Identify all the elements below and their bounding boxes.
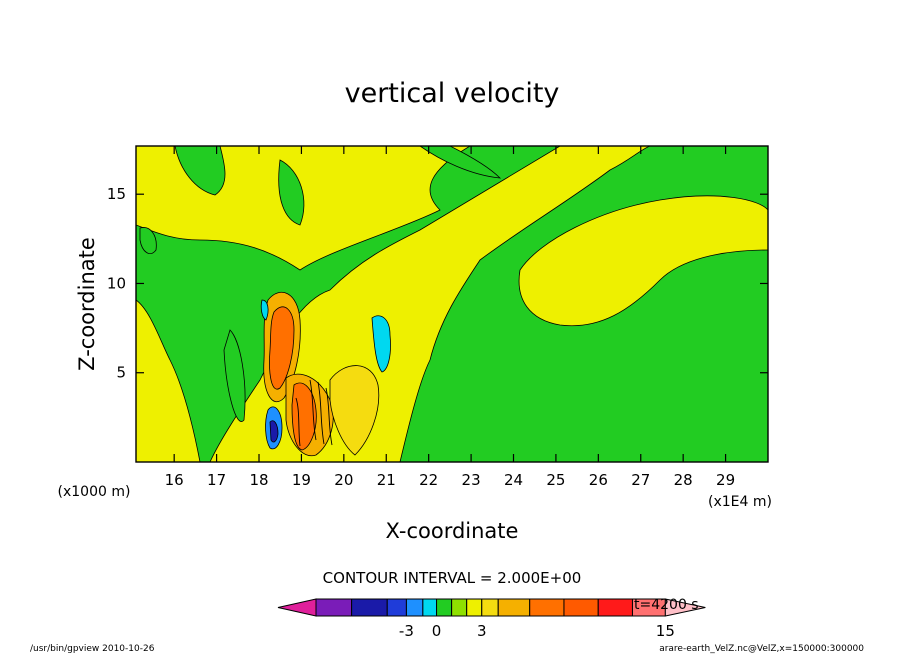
- x-tick-label: 18: [249, 471, 268, 489]
- colorbar-segment: [315, 598, 353, 617]
- footer-right: arare-earth_VelZ.nc@VelZ,x=150000:300000: [659, 644, 864, 654]
- contour-cyan-patch: [371, 315, 391, 373]
- x-tick-label: 16: [165, 471, 184, 489]
- contour-green-island-3: [139, 227, 157, 254]
- colorbar-segment: [481, 598, 499, 617]
- y-multiplier: (x1000 m): [58, 484, 131, 500]
- contour-green-island-2: [278, 159, 305, 226]
- x-tick-label: 19: [292, 471, 311, 489]
- y-tick-label: 10: [107, 274, 126, 292]
- y-tick-label: 15: [107, 185, 126, 203]
- contour-cyan-left: [260, 299, 269, 321]
- x-tick-label: 24: [504, 471, 523, 489]
- colorbar-tick-label: 3: [477, 622, 487, 640]
- x-tick-label: 20: [334, 471, 353, 489]
- colorbar-segment: [451, 598, 468, 617]
- y-axis-label: Z-coordinate: [75, 237, 99, 371]
- colorbar-arrow-right: [664, 598, 706, 617]
- colorbar-tick-label: -3: [399, 622, 414, 640]
- colorbar-segment: [405, 598, 424, 617]
- colorbar-segment: [436, 598, 453, 617]
- colorbar-segment: [563, 598, 599, 617]
- contour-interval-text: CONTOUR INTERVAL = 2.000E+00: [323, 569, 582, 587]
- colorbar-tick-label: 0: [432, 622, 442, 640]
- colorbar-arrow-left: [277, 598, 317, 617]
- y-axis: 5 10 15: [107, 185, 768, 382]
- colorbar-tick-labels: -3 0 3 15: [399, 622, 675, 640]
- chart-title: vertical velocity: [345, 78, 560, 109]
- colorbar: [277, 598, 706, 617]
- colorbar-segment: [466, 598, 483, 617]
- x-tick-label: 17: [207, 471, 226, 489]
- colorbar-segment: [529, 598, 565, 617]
- x-axis-label: X-coordinate: [386, 519, 519, 543]
- colorbar-segment: [497, 598, 531, 617]
- contour-red-updraft-lower: [291, 382, 317, 451]
- x-tick-label: 23: [462, 471, 481, 489]
- x-tick-label: 27: [631, 471, 650, 489]
- colorbar-tick-label: 15: [656, 622, 675, 640]
- contour-yellow-streak: [419, 146, 502, 179]
- colorbar-segment: [386, 598, 407, 617]
- x-tick-label: 26: [589, 471, 608, 489]
- x-tick-label: 21: [377, 471, 396, 489]
- x-axis: 16 17 18 19 20 21 22 23 24 25 26 27 28 29: [165, 146, 735, 489]
- contour-green-island-1: [174, 146, 226, 196]
- contour-yellow-lower-left: [136, 299, 201, 462]
- colorbar-segment: [422, 598, 438, 617]
- contour-green-island-4: [223, 329, 246, 422]
- contour-red-updraft-core: [269, 306, 295, 390]
- contour-darkblue-downdraft: [269, 420, 279, 443]
- colorbar-segment: [351, 598, 388, 617]
- x-tick-label: 25: [546, 471, 565, 489]
- x-tick-label: 29: [716, 471, 735, 489]
- footer-left: /usr/bin/gpview 2010-10-26: [30, 644, 155, 654]
- x-tick-label: 22: [419, 471, 438, 489]
- contour-yellow-right: [518, 195, 768, 327]
- x-multiplier: (x1E4 m): [708, 494, 772, 510]
- contour-striations: [295, 379, 333, 447]
- y-tick-label: 5: [116, 364, 126, 382]
- x-tick-label: 28: [674, 471, 693, 489]
- plot-frame: [135, 145, 769, 463]
- contour-yellow-core-ring: [329, 365, 380, 456]
- colorbar-segment: [597, 598, 633, 617]
- contour-field: [136, 146, 768, 462]
- time-label: t=4200 s: [634, 597, 699, 613]
